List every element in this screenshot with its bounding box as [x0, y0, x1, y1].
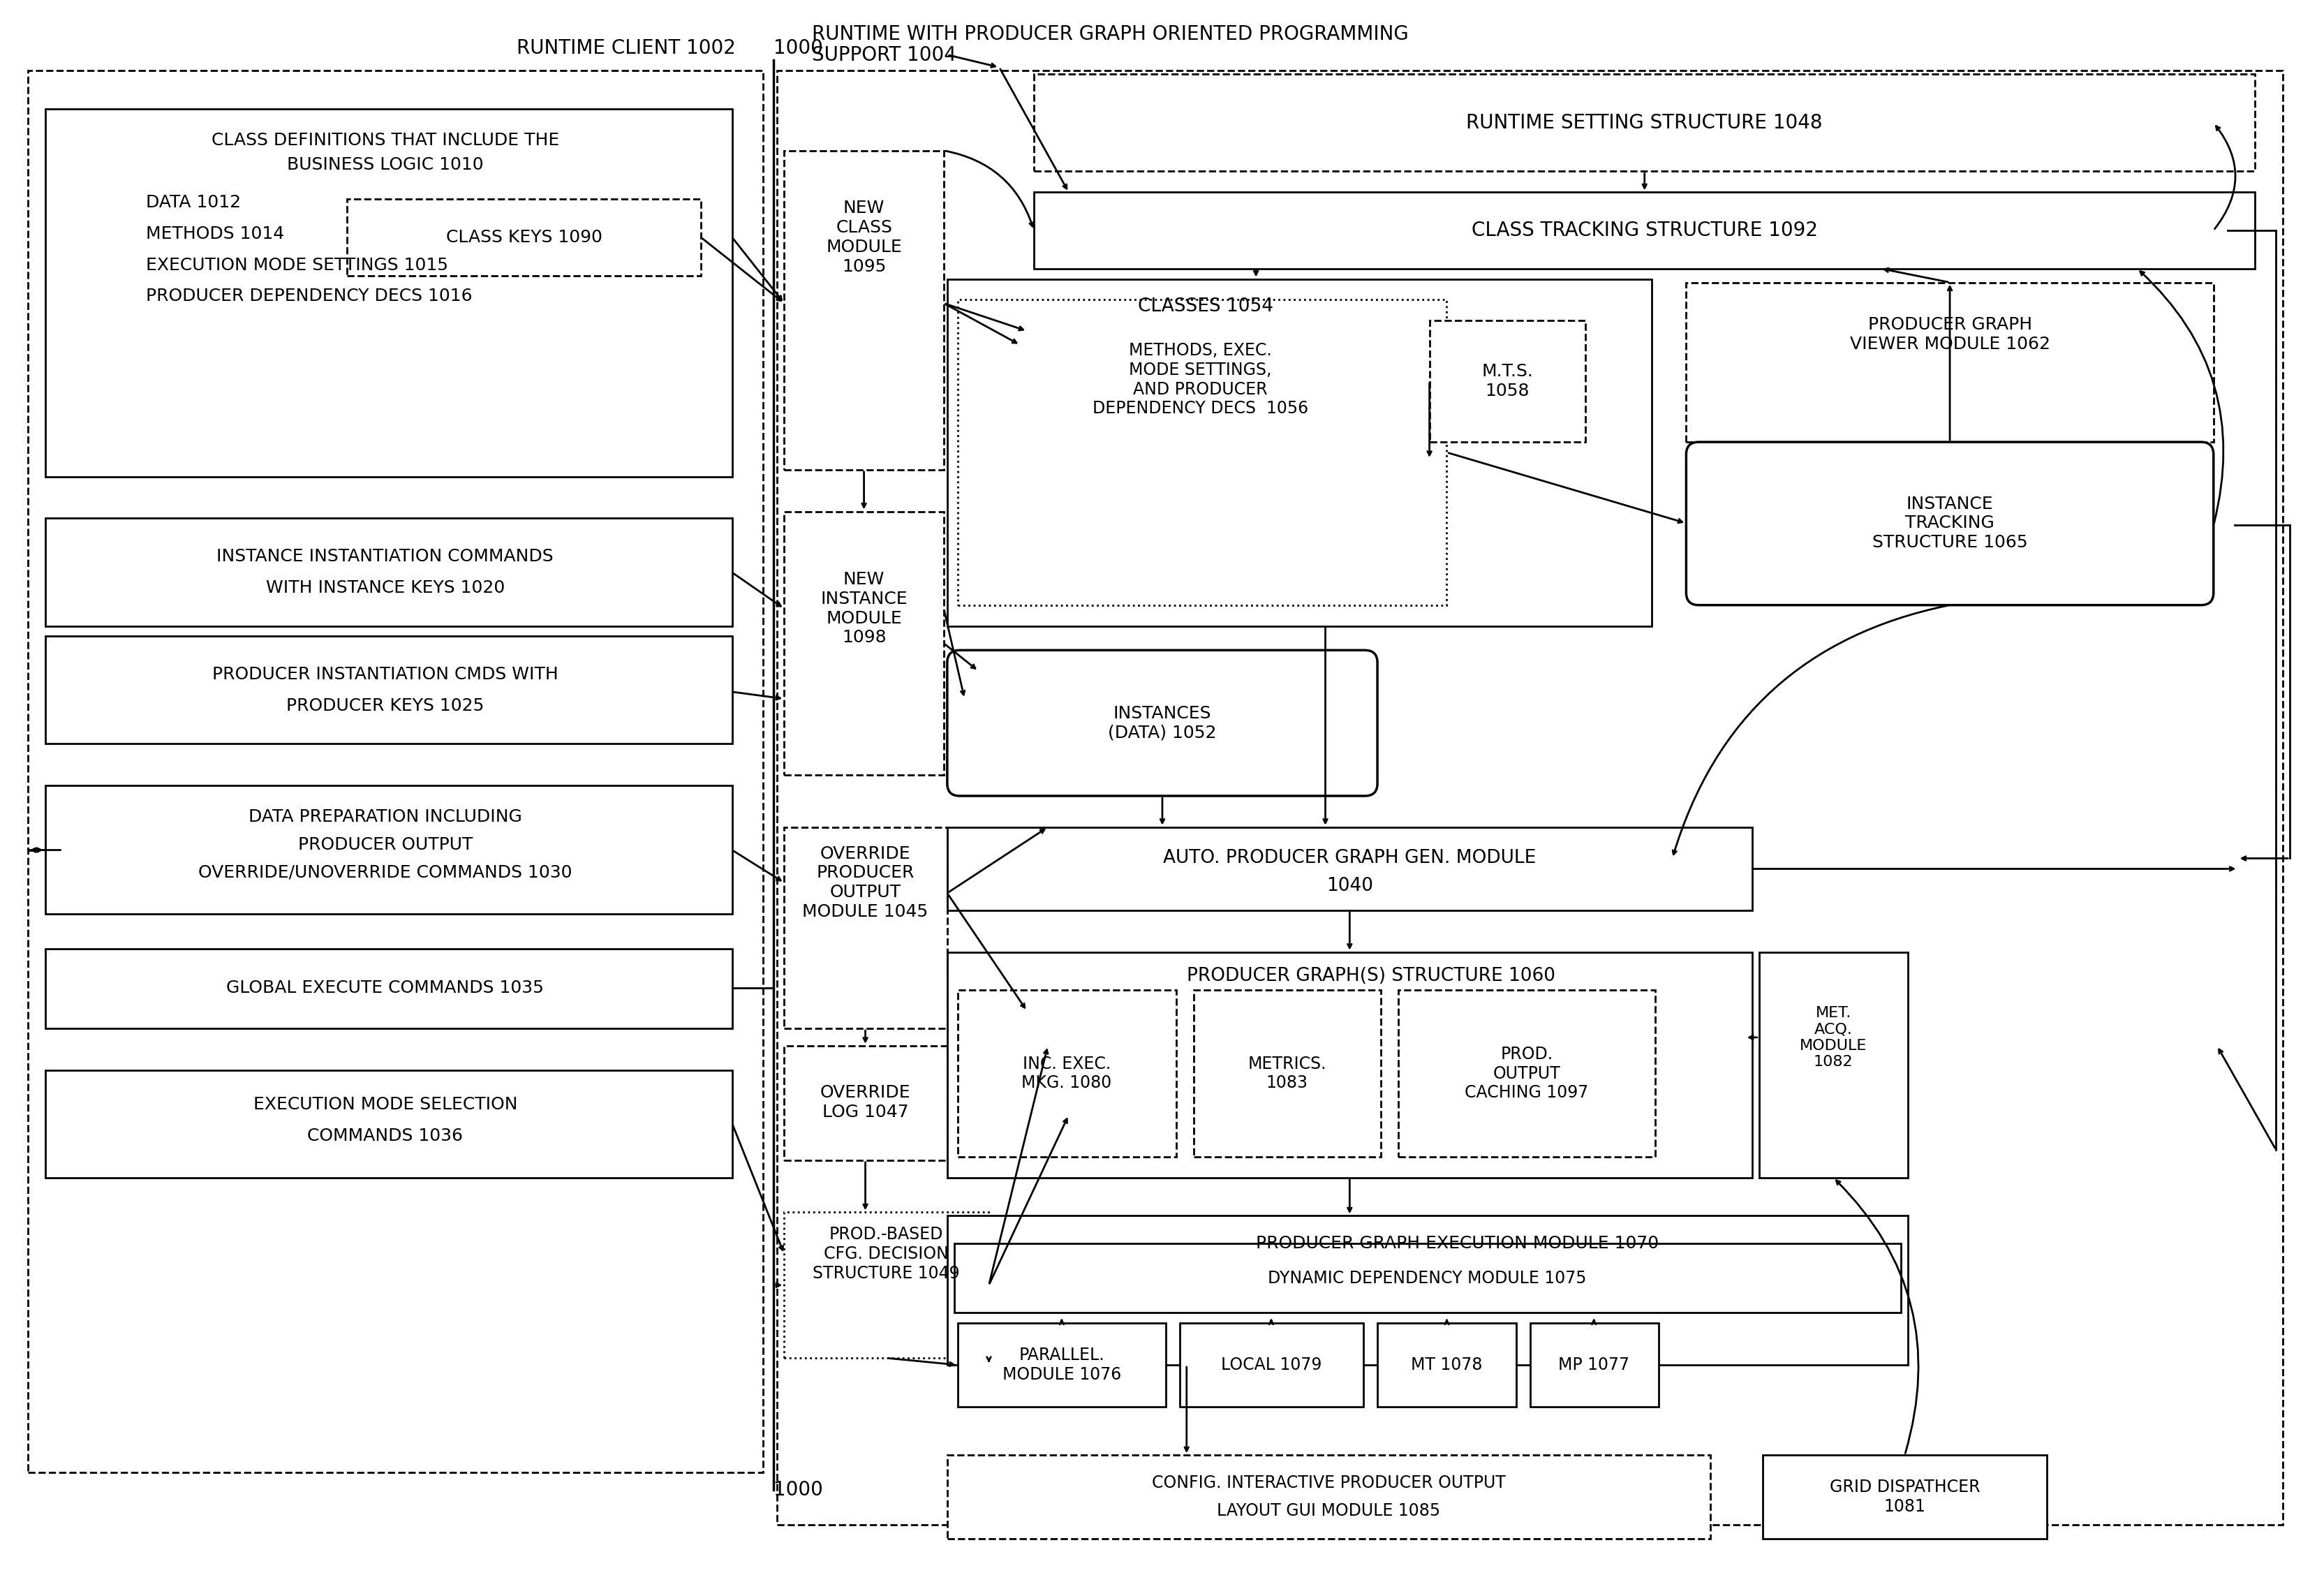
Text: PROD.-BASED
CFG. DECISION
STRUCTURE 1049: PROD.-BASED CFG. DECISION STRUCTURE 1049 — [813, 1226, 959, 1282]
Bar — [783, 1213, 989, 1358]
Text: INSTANCE INSTANTIATION COMMANDS: INSTANCE INSTANTIATION COMMANDS — [218, 547, 554, 565]
Bar — [955, 1243, 1902, 1314]
Text: LOCAL 1079: LOCAL 1079 — [1221, 1357, 1321, 1373]
Bar — [948, 279, 1652, 626]
Text: INSTANCE
TRACKING
STRUCTURE 1065: INSTANCE TRACKING STRUCTURE 1065 — [1872, 495, 2027, 551]
Bar — [1759, 953, 1909, 1178]
Bar — [1397, 990, 1654, 1157]
Text: MT 1078: MT 1078 — [1411, 1357, 1483, 1373]
Text: BUSINESS LOGIC 1010: BUSINESS LOGIC 1010 — [287, 156, 484, 172]
Bar — [957, 1323, 1165, 1406]
FancyBboxPatch shape — [1687, 442, 2213, 605]
Text: DATA 1012: DATA 1012 — [146, 195, 241, 211]
Text: CONFIG. INTERACTIVE PRODUCER OUTPUT: CONFIG. INTERACTIVE PRODUCER OUTPUT — [1152, 1475, 1506, 1491]
Bar — [783, 511, 943, 776]
Text: WITH INSTANCE KEYS 1020: WITH INSTANCE KEYS 1020 — [266, 579, 505, 597]
Text: CLASS KEYS 1090: CLASS KEYS 1090 — [445, 228, 602, 246]
Bar — [948, 1216, 1909, 1365]
Text: CLASS TRACKING STRUCTURE 1092: CLASS TRACKING STRUCTURE 1092 — [1471, 220, 1817, 239]
Text: GRID DISPATHCER
1081: GRID DISPATHCER 1081 — [1830, 1479, 1981, 1515]
Text: METHODS 1014: METHODS 1014 — [146, 225, 285, 243]
Text: PRODUCER KEYS 1025: PRODUCER KEYS 1025 — [287, 697, 484, 713]
Text: PRODUCER OUTPUT: PRODUCER OUTPUT — [299, 836, 473, 852]
Text: PRODUCER INSTANTIATION CMDS WITH: PRODUCER INSTANTIATION CMDS WITH — [213, 666, 558, 683]
Text: PRODUCER GRAPH
VIEWER MODULE 1062: PRODUCER GRAPH VIEWER MODULE 1062 — [1849, 316, 2051, 353]
Text: METHODS, EXEC.
MODE SETTINGS,
AND PRODUCER
DEPENDENCY DECS  1056: METHODS, EXEC. MODE SETTINGS, AND PRODUC… — [1094, 342, 1309, 417]
Text: INC. EXEC.
MKG. 1080: INC. EXEC. MKG. 1080 — [1022, 1055, 1112, 1092]
Text: NEW
CLASS
MODULE
1095: NEW CLASS MODULE 1095 — [825, 200, 901, 275]
Text: 1040: 1040 — [1325, 878, 1374, 895]
Bar — [1763, 1456, 2046, 1539]
Text: M.T.S.
1058: M.T.S. 1058 — [1481, 362, 1534, 399]
Bar — [948, 827, 1752, 910]
Bar — [1376, 1323, 1515, 1406]
Bar — [948, 1456, 1710, 1539]
Text: EXECUTION MODE SETTINGS 1015: EXECUTION MODE SETTINGS 1015 — [146, 257, 447, 273]
Bar — [46, 637, 732, 744]
Text: RUNTIME CLIENT 1002: RUNTIME CLIENT 1002 — [517, 38, 734, 57]
Text: PROD.
OUTPUT
CACHING 1097: PROD. OUTPUT CACHING 1097 — [1464, 1045, 1589, 1101]
Bar — [783, 1045, 948, 1160]
Bar — [1033, 192, 2254, 268]
Bar — [1430, 321, 1585, 442]
Text: DYNAMIC DEPENDENCY MODULE 1075: DYNAMIC DEPENDENCY MODULE 1075 — [1267, 1270, 1587, 1286]
Text: PRODUCER GRAPH EXECUTION MODULE 1070: PRODUCER GRAPH EXECUTION MODULE 1070 — [1256, 1235, 1659, 1251]
Text: NEW
INSTANCE
MODULE
1098: NEW INSTANCE MODULE 1098 — [820, 571, 908, 646]
Text: INSTANCES
(DATA) 1052: INSTANCES (DATA) 1052 — [1108, 705, 1216, 741]
Text: SUPPORT 1004: SUPPORT 1004 — [811, 45, 957, 64]
Text: GLOBAL EXECUTE COMMANDS 1035: GLOBAL EXECUTE COMMANDS 1035 — [227, 980, 544, 996]
Bar — [348, 200, 702, 276]
Bar — [776, 70, 2282, 1524]
Bar — [46, 785, 732, 915]
Bar — [1179, 1323, 1362, 1406]
Text: RUNTIME SETTING STRUCTURE 1048: RUNTIME SETTING STRUCTURE 1048 — [1467, 113, 1823, 132]
Bar — [1687, 282, 2213, 442]
Text: COMMANDS 1036: COMMANDS 1036 — [308, 1127, 463, 1144]
Bar — [28, 70, 762, 1473]
Bar — [1033, 75, 2254, 171]
Text: PRODUCER GRAPH(S) STRUCTURE 1060: PRODUCER GRAPH(S) STRUCTURE 1060 — [1186, 967, 1555, 985]
Text: AUTO. PRODUCER GRAPH GEN. MODULE: AUTO. PRODUCER GRAPH GEN. MODULE — [1163, 849, 1536, 868]
Text: CLASSES 1054: CLASSES 1054 — [1138, 297, 1274, 316]
Bar — [783, 827, 948, 1028]
Text: DATA PREPARATION INCLUDING: DATA PREPARATION INCLUDING — [248, 808, 521, 825]
Text: EXECUTION MODE SELECTION: EXECUTION MODE SELECTION — [253, 1096, 517, 1112]
Bar — [948, 953, 1752, 1178]
Text: OVERRIDE/UNOVERRIDE COMMANDS 1030: OVERRIDE/UNOVERRIDE COMMANDS 1030 — [199, 863, 572, 881]
Bar — [46, 109, 732, 477]
Bar — [1529, 1323, 1659, 1406]
Text: OVERRIDE
PRODUCER
OUTPUT
MODULE 1045: OVERRIDE PRODUCER OUTPUT MODULE 1045 — [802, 846, 929, 921]
Text: 1000: 1000 — [774, 38, 823, 57]
Bar — [46, 948, 732, 1028]
Text: METRICS.
1083: METRICS. 1083 — [1249, 1055, 1325, 1092]
Text: MP 1077: MP 1077 — [1559, 1357, 1629, 1373]
Bar — [46, 1069, 732, 1178]
Bar — [1193, 990, 1381, 1157]
Text: LAYOUT GUI MODULE 1085: LAYOUT GUI MODULE 1085 — [1216, 1502, 1441, 1519]
Bar — [783, 150, 943, 469]
Text: CLASS DEFINITIONS THAT INCLUDE THE: CLASS DEFINITIONS THAT INCLUDE THE — [211, 132, 558, 148]
Text: 1000: 1000 — [774, 1479, 823, 1500]
Text: PRODUCER DEPENDENCY DECS 1016: PRODUCER DEPENDENCY DECS 1016 — [146, 287, 473, 305]
Bar — [46, 519, 732, 626]
FancyBboxPatch shape — [948, 650, 1376, 796]
Bar — [957, 300, 1446, 605]
Bar — [957, 990, 1177, 1157]
Text: PARALLEL.
MODULE 1076: PARALLEL. MODULE 1076 — [1003, 1347, 1121, 1384]
Text: OVERRIDE
LOG 1047: OVERRIDE LOG 1047 — [820, 1085, 911, 1120]
Text: MET.
ACQ.
MODULE
1082: MET. ACQ. MODULE 1082 — [1800, 1005, 1868, 1069]
Text: RUNTIME WITH PRODUCER GRAPH ORIENTED PROGRAMMING: RUNTIME WITH PRODUCER GRAPH ORIENTED PRO… — [811, 24, 1409, 43]
